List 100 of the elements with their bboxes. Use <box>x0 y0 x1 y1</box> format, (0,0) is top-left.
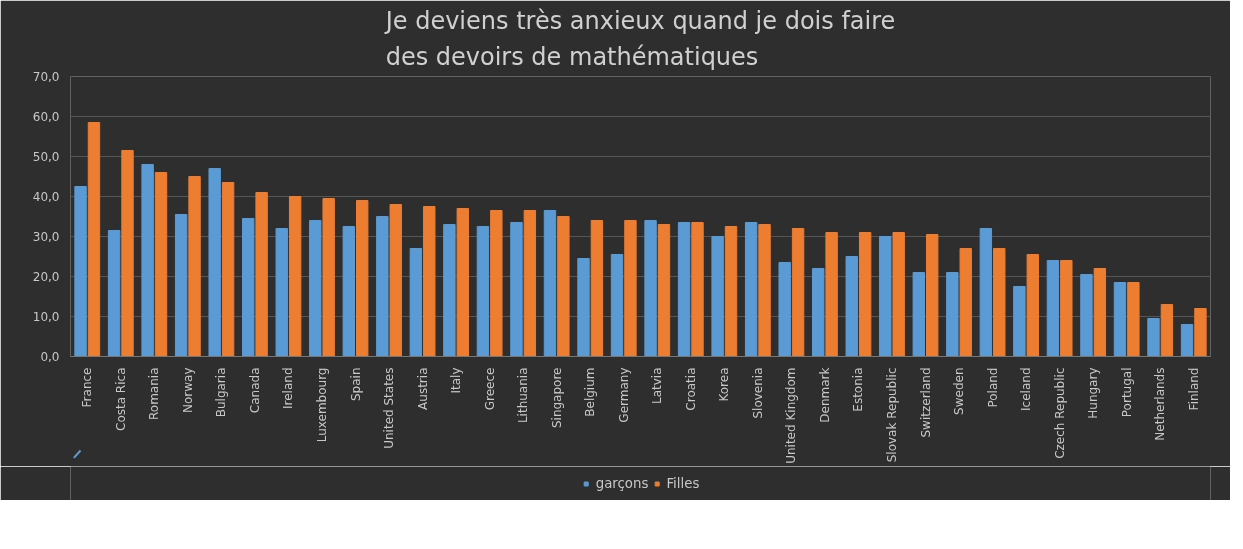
x-tick-label: Denmark <box>817 367 832 423</box>
bar <box>610 254 624 357</box>
x-tick-label: Korea <box>717 367 732 402</box>
bar <box>1113 282 1127 357</box>
bar <box>557 216 570 357</box>
bar <box>812 268 825 357</box>
x-tick-label: Greece <box>482 367 497 411</box>
bar <box>590 220 604 357</box>
bar <box>208 168 221 357</box>
bar <box>993 248 1006 357</box>
x-tick-label: Germany <box>616 367 631 423</box>
y-tick-label: 10,0 <box>32 310 60 324</box>
bar <box>141 164 154 357</box>
bar <box>1013 286 1026 357</box>
x-tick-label: United Kingdom <box>784 367 799 464</box>
x-tick-label: Lithuania <box>516 367 531 424</box>
bar <box>1080 274 1093 357</box>
bar <box>892 232 905 357</box>
y-tick-label: 40,0 <box>32 190 60 204</box>
x-tick-label: France <box>80 367 95 408</box>
bar <box>644 220 657 357</box>
legend-label: Filles <box>666 475 700 491</box>
x-tick-label: Czech Republic <box>1052 367 1067 459</box>
bar <box>1160 304 1174 357</box>
x-tick-label: Bulgaria <box>214 367 229 418</box>
bar <box>624 220 637 357</box>
bar <box>979 228 993 357</box>
y-tick-label: 50,0 <box>32 150 60 164</box>
bar <box>1147 318 1160 357</box>
bar <box>275 228 288 357</box>
bar <box>87 122 101 357</box>
bar <box>74 186 87 357</box>
bar <box>174 214 188 357</box>
bar <box>1093 268 1107 357</box>
bar <box>288 196 302 357</box>
x-tick-label: Singapore <box>549 367 564 429</box>
bar <box>543 210 557 357</box>
x-tick-label: Romania <box>147 367 162 420</box>
x-tick-label: Luxembourg <box>314 367 329 443</box>
bar <box>389 204 402 357</box>
x-tick-label: Ireland <box>281 367 296 409</box>
x-tick-label: Croatia <box>683 367 698 411</box>
bar <box>255 192 268 357</box>
bar <box>1194 308 1207 357</box>
x-tick-label: Norway <box>180 367 195 414</box>
y-tick-label: 30,0 <box>32 230 60 244</box>
bar <box>188 176 201 357</box>
x-tick-label: Belgium <box>583 367 598 417</box>
bar <box>758 224 771 357</box>
bar <box>926 234 939 357</box>
y-tick-label: 20,0 <box>32 270 60 284</box>
bar <box>221 182 235 357</box>
bar <box>724 226 738 357</box>
bar <box>121 150 134 357</box>
x-tick-label: Austria <box>415 367 430 410</box>
bar <box>791 228 805 357</box>
bar <box>490 210 503 357</box>
bar <box>657 224 671 357</box>
bar <box>456 208 469 357</box>
bar <box>711 236 724 357</box>
bar <box>423 206 436 357</box>
bar <box>322 198 335 357</box>
y-tick-label: 0,0 <box>40 350 60 364</box>
bar <box>845 256 858 357</box>
x-tick-label: Spain <box>348 367 363 402</box>
chart-title: Je deviens très anxieux quand je dois faire des devoirs de mathématiques <box>383 7 896 72</box>
x-tick-label: Finland <box>1186 367 1201 411</box>
bar <box>476 226 490 357</box>
bar <box>376 216 389 357</box>
bar <box>409 248 423 357</box>
bar <box>946 272 959 357</box>
legend-label: garçons <box>595 475 649 491</box>
x-tick-label: Poland <box>985 367 1000 408</box>
bar <box>309 220 322 357</box>
bar <box>510 222 523 357</box>
bar <box>744 222 758 357</box>
x-tick-label: Canada <box>247 367 262 414</box>
bar <box>879 236 892 357</box>
x-tick-label: United States <box>382 367 397 449</box>
bar <box>691 222 704 357</box>
x-tick-label: Hungary <box>1086 367 1101 419</box>
bar <box>1046 260 1060 357</box>
y-tick-label: 60,0 <box>32 110 60 124</box>
bar <box>342 226 355 357</box>
bar <box>858 232 872 357</box>
bar <box>443 224 456 357</box>
x-tick-label: Slovenia <box>750 367 765 419</box>
x-tick-label: Costa Rica <box>113 367 128 431</box>
bar <box>1127 282 1140 357</box>
x-tick-label: Iceland <box>1019 367 1034 411</box>
x-tick-label: Slovak Republic <box>884 367 899 463</box>
x-tick-label: Portugal <box>1119 367 1134 418</box>
bar <box>356 200 369 357</box>
x-tick-label: Estonia <box>851 367 866 412</box>
x-tick-label: Sweden <box>952 367 967 415</box>
bar <box>912 272 925 357</box>
bar <box>154 172 168 357</box>
x-tick-label: Switzerland <box>918 367 933 438</box>
bar <box>1026 254 1039 357</box>
bar <box>825 232 838 357</box>
